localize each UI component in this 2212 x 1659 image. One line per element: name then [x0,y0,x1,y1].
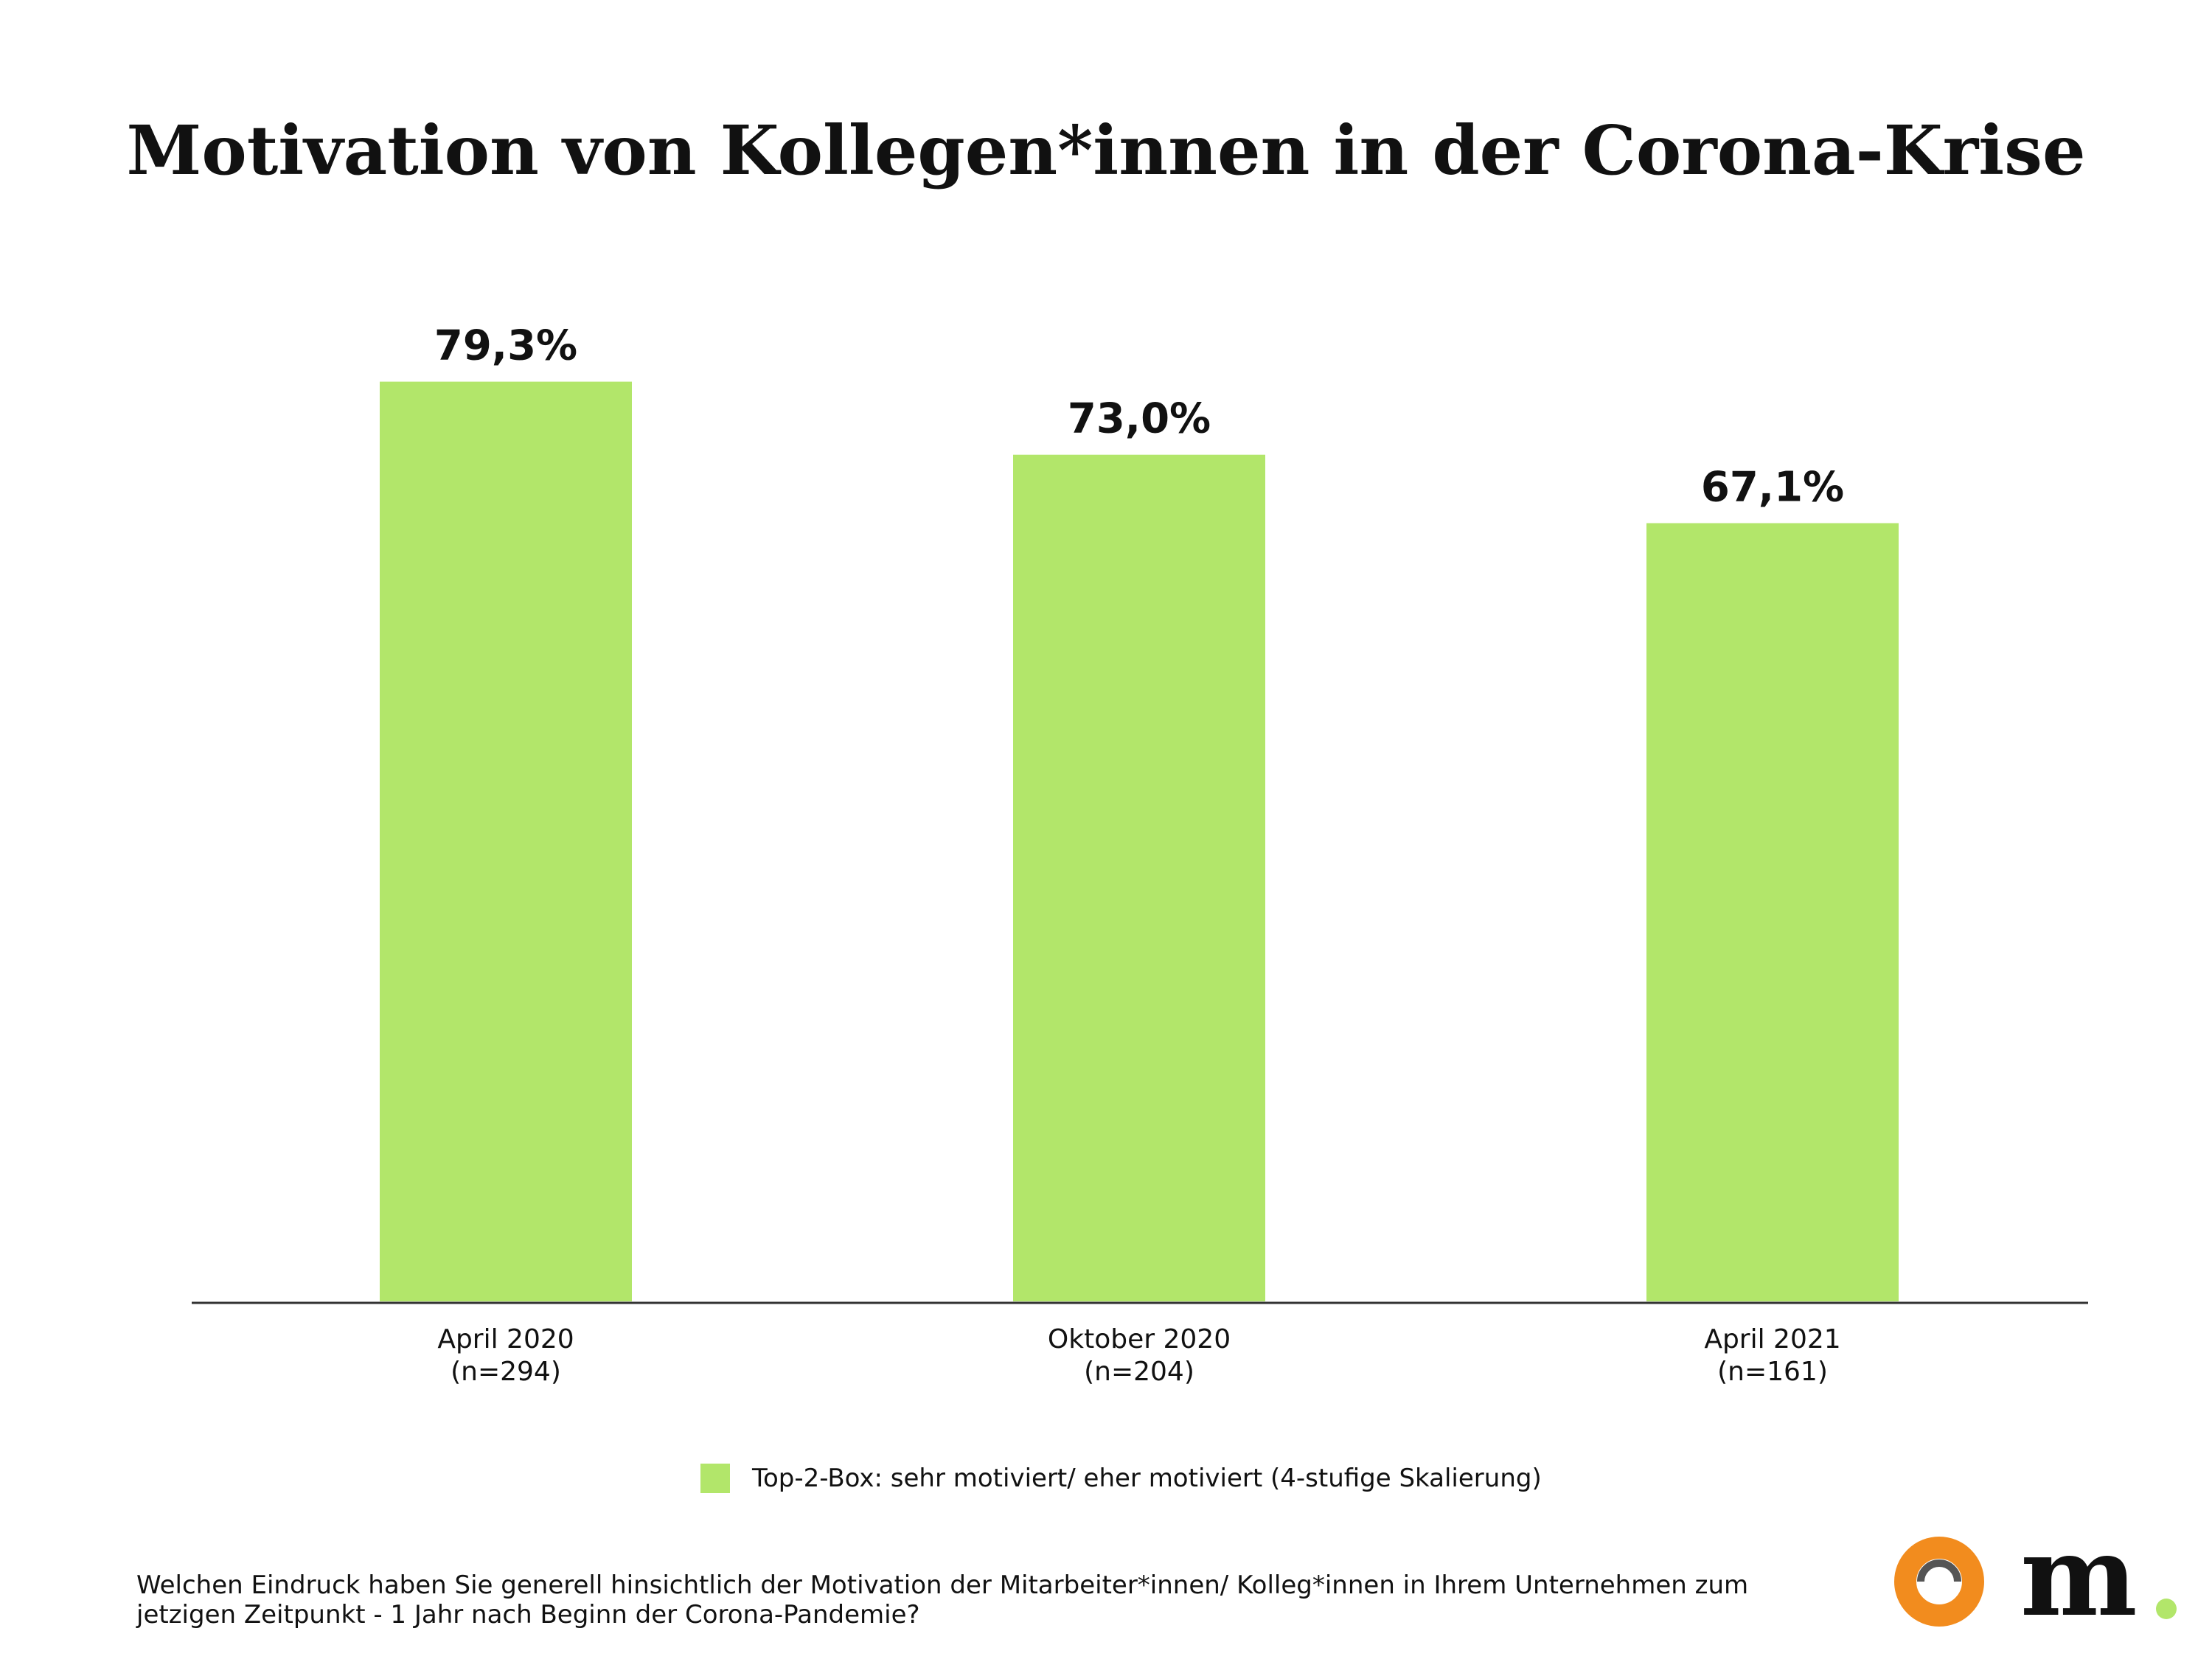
category-label-1: April 2020 [437,1324,574,1354]
legend-label: Top-2-Box: sehr motiviert/ eher motivier… [752,1464,1542,1493]
bars-group [380,381,1899,1302]
svg-text:m: m [2020,1541,2138,1630]
chart-title: Motivation von Kollegen*innen in der Cor… [126,111,2086,190]
bar-1 [380,381,632,1301]
survey-question: Welchen Eindruck haben Sie generell hins… [136,1571,1749,1630]
orange-ring-logo [1894,1537,1984,1627]
category-sample-1: (n=294) [451,1357,561,1387]
value-label-1: 79,3% [434,322,577,370]
category-sample-3: (n=161) [1717,1357,1828,1387]
bar-3 [1646,523,1899,1301]
bar-2 [1013,454,1265,1302]
labels-group: 79,3%April 2020(n=294)73,0%Oktober 2020(… [434,322,1844,1387]
category-label-3: April 2021 [1704,1324,1840,1354]
value-label-3: 67,1% [1701,464,1844,512]
legend-swatch [700,1464,730,1493]
category-sample-2: (n=204) [1084,1357,1194,1387]
bar-chart: 79,3%April 2020(n=294)73,0%Oktober 2020(… [192,322,2088,1387]
m-logo: m [2020,1541,2177,1630]
category-label-2: Oktober 2020 [1048,1324,1231,1354]
legend: Top-2-Box: sehr motiviert/ eher motivier… [700,1456,1542,1500]
value-label-2: 73,0% [1068,395,1211,443]
